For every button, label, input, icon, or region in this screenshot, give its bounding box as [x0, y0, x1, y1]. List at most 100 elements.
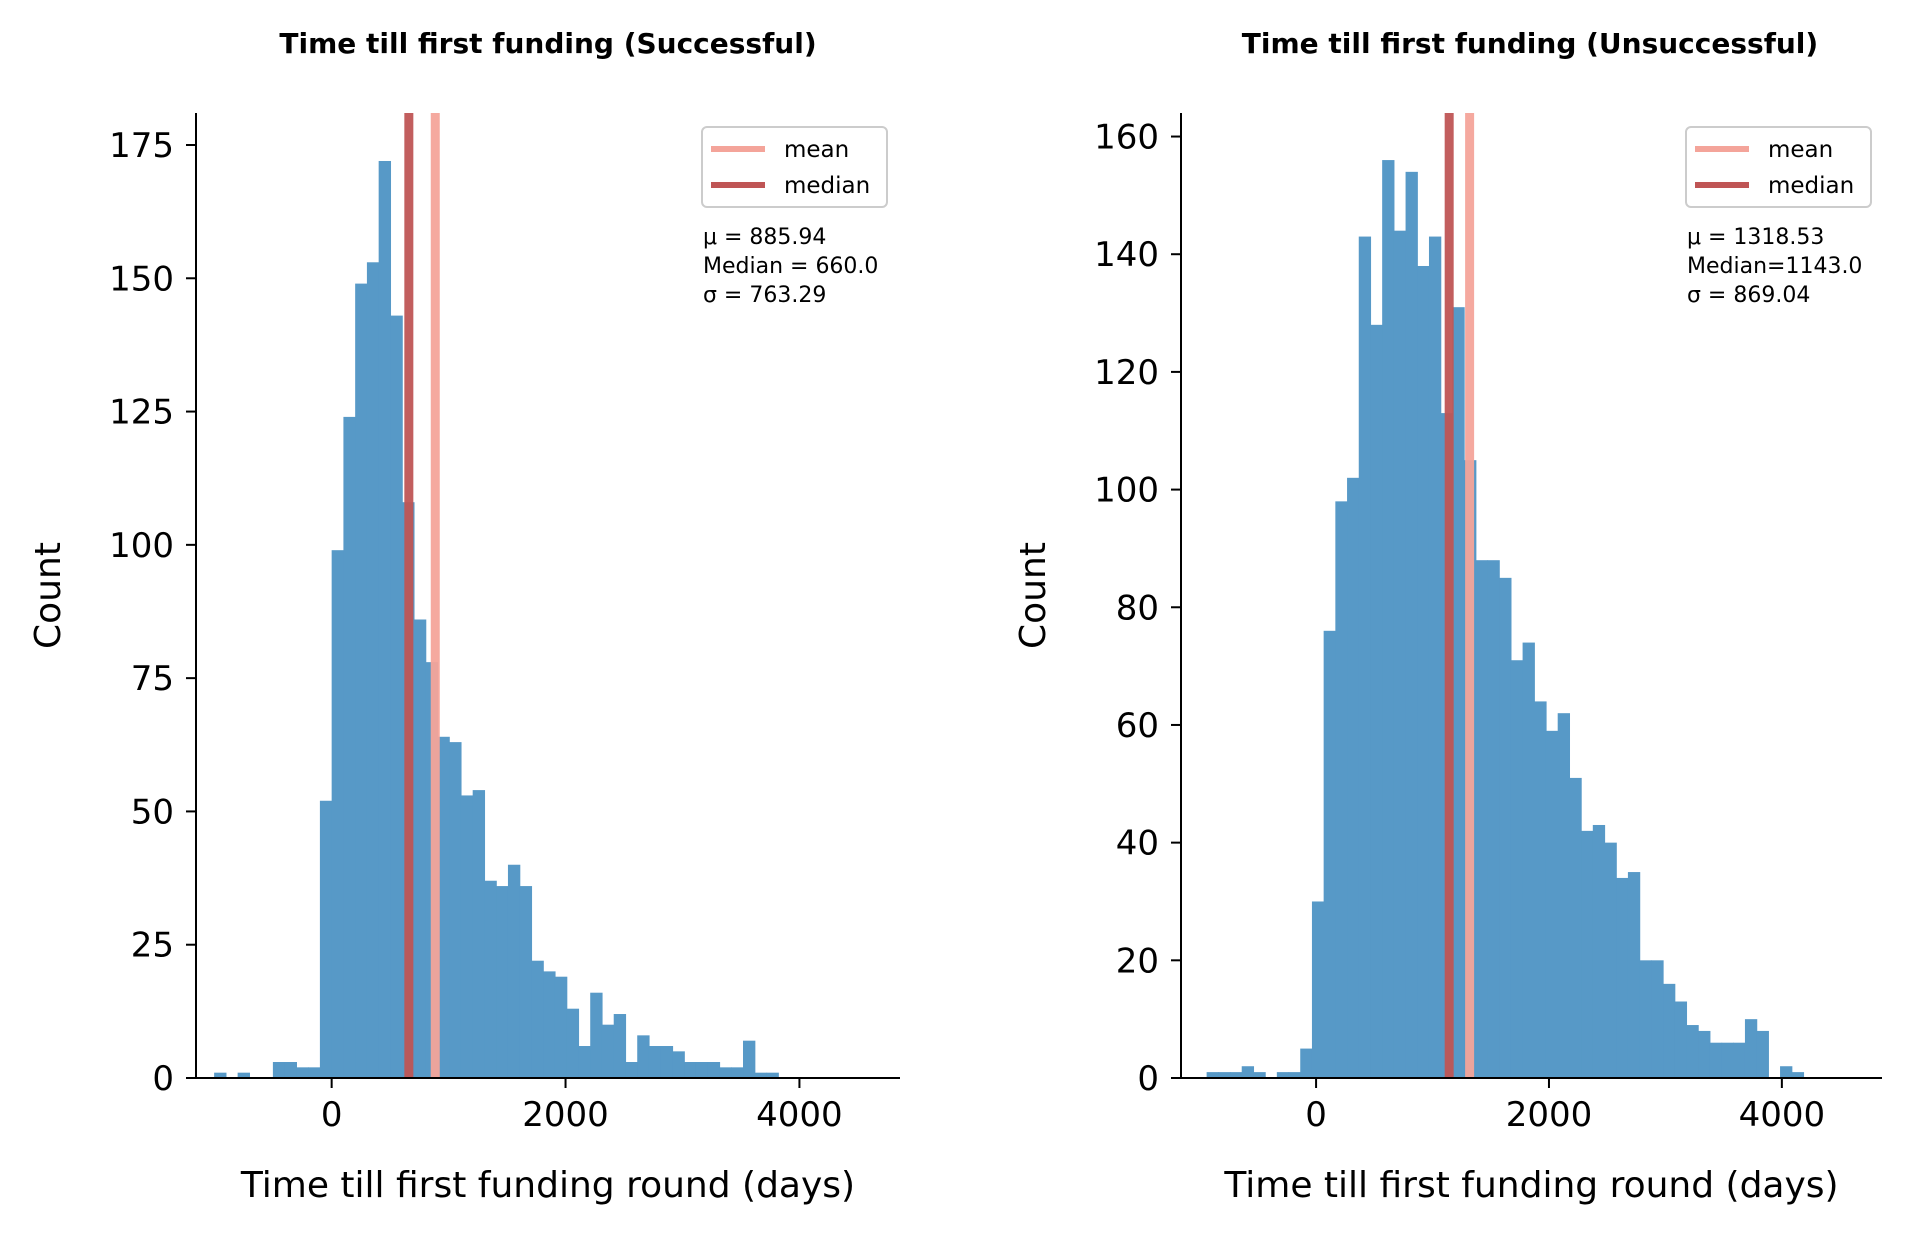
histogram-bar: [1323, 630, 1336, 1078]
histogram-bar: [1347, 477, 1360, 1078]
histogram-bar: [1253, 1072, 1266, 1078]
histogram-bar: [648, 1046, 662, 1078]
histogram-bar: [1791, 1072, 1805, 1078]
stats-line: σ = 869.04: [1687, 283, 1810, 308]
y-tick-label: 0: [1137, 1059, 1159, 1099]
histogram-bar: [507, 864, 521, 1078]
y-tick-label: 75: [131, 659, 174, 699]
histogram-bar: [1545, 730, 1559, 1078]
legend-label-mean: mean: [784, 137, 849, 163]
histogram-bar: [343, 416, 356, 1078]
mean-line: [1465, 113, 1475, 1078]
legend: mean median: [701, 126, 888, 208]
y-tick-label: 100: [109, 526, 174, 566]
y-tick-label: 120: [1094, 353, 1159, 393]
histogram-bar: [366, 262, 380, 1079]
x-tick-label: 4000: [756, 1095, 843, 1135]
histogram-bar: [460, 795, 474, 1078]
histogram-bar: [566, 1008, 580, 1078]
histogram-bar: [601, 1024, 615, 1078]
histogram-bar: [1581, 830, 1594, 1078]
histogram-bar: [1569, 777, 1582, 1078]
histogram-bar: [625, 1062, 638, 1078]
x-axis-label: Time till first funding round (days): [240, 1165, 855, 1206]
x-tick-label: 0: [1305, 1095, 1327, 1135]
histogram-bar: [1487, 560, 1500, 1078]
x-axis-label: Time till first funding round (days): [1223, 1165, 1838, 1206]
histogram-bar: [531, 960, 544, 1078]
histogram-bar: [1604, 842, 1617, 1078]
y-tick-label: 160: [1094, 118, 1159, 158]
y-tick-label: 50: [131, 792, 174, 832]
histogram-bar: [695, 1062, 709, 1078]
histogram-bar: [684, 1062, 697, 1078]
histogram-bar: [378, 160, 392, 1079]
chart-title: Time till first funding (Unsuccessful): [1242, 27, 1818, 60]
histogram-bars: [214, 160, 779, 1079]
histogram-bar: [1428, 236, 1442, 1078]
histogram-bar: [1311, 901, 1325, 1078]
histogram-bar: [731, 1067, 744, 1078]
histogram-bar: [308, 1067, 321, 1078]
histogram-bar: [472, 790, 486, 1078]
histogram-bar: [1405, 171, 1418, 1079]
histogram-bar: [1721, 1042, 1734, 1078]
stats-line: Median = 660.0: [703, 254, 878, 279]
histogram-bar: [1780, 1066, 1793, 1078]
stats-annotation: μ = 1318.53 Median=1143.0 σ = 869.04: [1687, 225, 1862, 308]
y-tick-label: 60: [1116, 706, 1159, 746]
histogram-bar: [672, 1051, 685, 1078]
histogram-bar: [1663, 983, 1676, 1078]
histogram-bar: [449, 742, 462, 1078]
histogram-bar: [1709, 1042, 1723, 1078]
median-line: [1444, 113, 1454, 1078]
legend-label-mean: mean: [1768, 137, 1833, 163]
histogram-bar: [519, 886, 533, 1078]
histogram-bar: [272, 1062, 286, 1078]
histogram-bar: [1522, 642, 1535, 1078]
histogram-bar: [1417, 265, 1430, 1078]
stats-annotation: μ = 885.94 Median = 660.0 σ = 763.29: [703, 225, 878, 308]
histogram-bar: [1733, 1042, 1746, 1078]
histogram-bar: [719, 1067, 732, 1078]
histogram-bar: [1335, 501, 1348, 1079]
x-tick-label: 2000: [1506, 1095, 1593, 1135]
histogram-bar: [284, 1062, 297, 1078]
histogram-bar: [578, 1046, 591, 1078]
histogram-bar: [1499, 577, 1512, 1078]
histogram-bar: [707, 1062, 721, 1078]
histogram-bar: [1627, 872, 1641, 1078]
histogram-bar: [1510, 660, 1524, 1078]
y-tick-label: 20: [1116, 941, 1159, 981]
histogram-bar: [1276, 1072, 1290, 1078]
histogram-bar: [1686, 1025, 1699, 1078]
y-tick-label: 0: [152, 1059, 174, 1099]
histogram-bar: [554, 976, 568, 1078]
stats-line: μ = 885.94: [703, 225, 826, 250]
histogram-bar: [319, 800, 333, 1078]
y-tick-label: 100: [1094, 471, 1159, 511]
histogram-bar: [754, 1072, 768, 1078]
histogram-bar: [766, 1072, 779, 1078]
histogram-bar: [1651, 960, 1664, 1078]
histogram-bar: [355, 283, 368, 1078]
x-tick-label: 4000: [1739, 1095, 1826, 1135]
histogram-bar: [1382, 160, 1395, 1078]
histogram-bar: [237, 1072, 250, 1078]
histogram-bar: [413, 619, 427, 1078]
histogram-bar: [1475, 560, 1489, 1078]
y-axis-label: Count: [28, 542, 69, 649]
histogram-bar: [1674, 1001, 1688, 1078]
y-tick-label: 40: [1116, 824, 1159, 864]
y-axis-label: Count: [1013, 542, 1054, 649]
histogram-bar: [214, 1072, 227, 1078]
histogram-bar: [1639, 960, 1652, 1078]
histogram-bar: [613, 1014, 627, 1078]
legend-label-median: median: [784, 173, 870, 199]
histogram-bar: [1218, 1072, 1231, 1078]
median-line: [404, 113, 414, 1078]
panel-unsuccessful: Time till first funding (Unsuccessful) 0 2…: [1013, 27, 1882, 1206]
y-tick-label: 25: [131, 926, 174, 966]
